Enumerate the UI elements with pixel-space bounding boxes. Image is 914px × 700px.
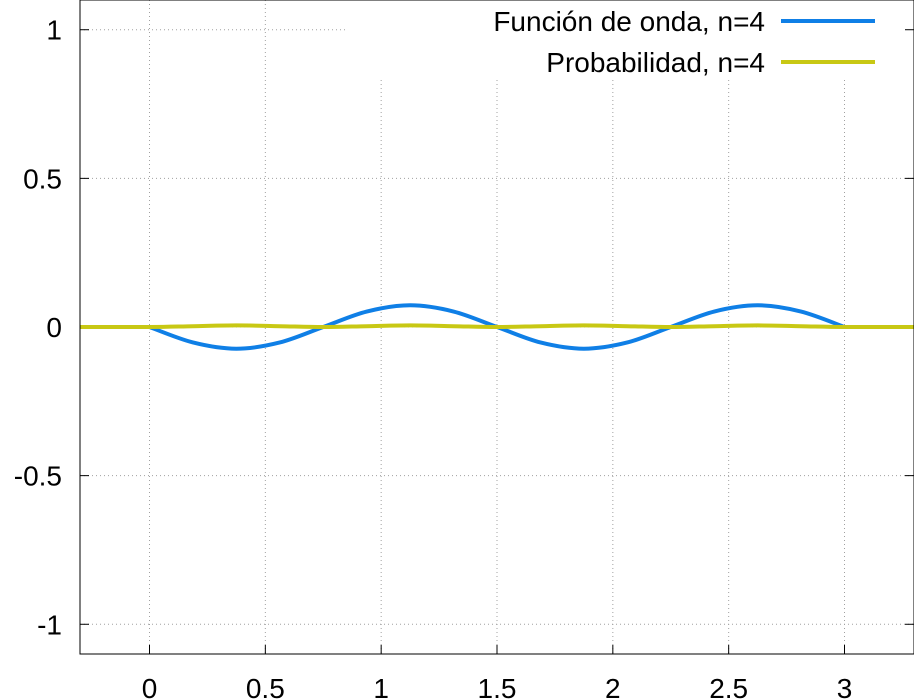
plot-frame [79, 0, 914, 655]
legend: Función de onda, n=4 Probabilidad, n=4 [493, 6, 875, 78]
legend-label: Probabilidad, n=4 [546, 47, 765, 78]
series-lines [79, 303, 914, 351]
legend-label: Función de onda, n=4 [493, 6, 765, 37]
x-tick-label: 2 [605, 673, 621, 700]
y-tick-label: -0.5 [14, 461, 62, 492]
x-tick-label: 1.5 [478, 673, 517, 700]
ticks: 1 0.5 0 -0.5 -1 0 0.5 1 1.5 2 2.5 3 [14, 15, 914, 700]
x-tick-label: 1 [373, 673, 389, 700]
x-tick-label: 2.5 [709, 673, 748, 700]
y-tick-label: 1 [46, 15, 62, 46]
y-tick-label: 0.5 [23, 163, 62, 194]
x-tick-label: 0.5 [246, 673, 285, 700]
x-tick-label: 0 [142, 673, 158, 700]
x-tick-label: 3 [837, 673, 853, 700]
probability-line [79, 323, 914, 330]
y-tick-label: -1 [37, 609, 62, 640]
y-tick-label: 0 [46, 312, 62, 343]
